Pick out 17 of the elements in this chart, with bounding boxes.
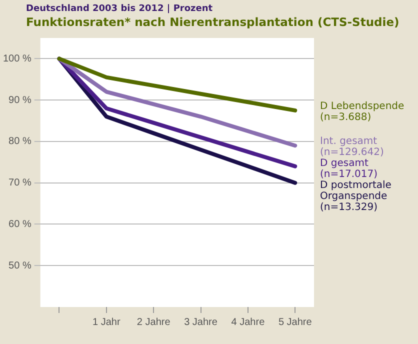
y-tick-label: 50 % [8, 260, 32, 272]
text: D Lebendspende (n=3.688) [320, 101, 404, 124]
y-tick-label: 100 % [2, 53, 32, 64]
text: D postmortale Organspende (n=13.329) [320, 180, 392, 214]
text: D gesamt (n=17.017) [320, 158, 378, 180]
y-tick-label: 90 % [8, 94, 32, 106]
x-tick-label: 5 Jahre [278, 316, 312, 328]
x-tick-label: 1 Jahr [92, 316, 121, 328]
y-tick-label: 70 % [8, 178, 32, 189]
y-tick-label: 80 % [8, 136, 32, 148]
x-tick-label: 4 Jahre [231, 316, 266, 328]
y-tick-label: 60 % [8, 218, 32, 230]
chart-title: Funktionsraten* nach Nierentransplantation (CTS-Studie) [26, 15, 400, 29]
text: Int. gesamt (n=129.642) [320, 136, 384, 158]
x-tick-label: 2 Jahre [136, 316, 171, 328]
x-tick-label: 3 Jahre [184, 316, 218, 328]
chart-subtitle: Deutschland 2003 bis 2012 | Prozent [26, 4, 214, 14]
